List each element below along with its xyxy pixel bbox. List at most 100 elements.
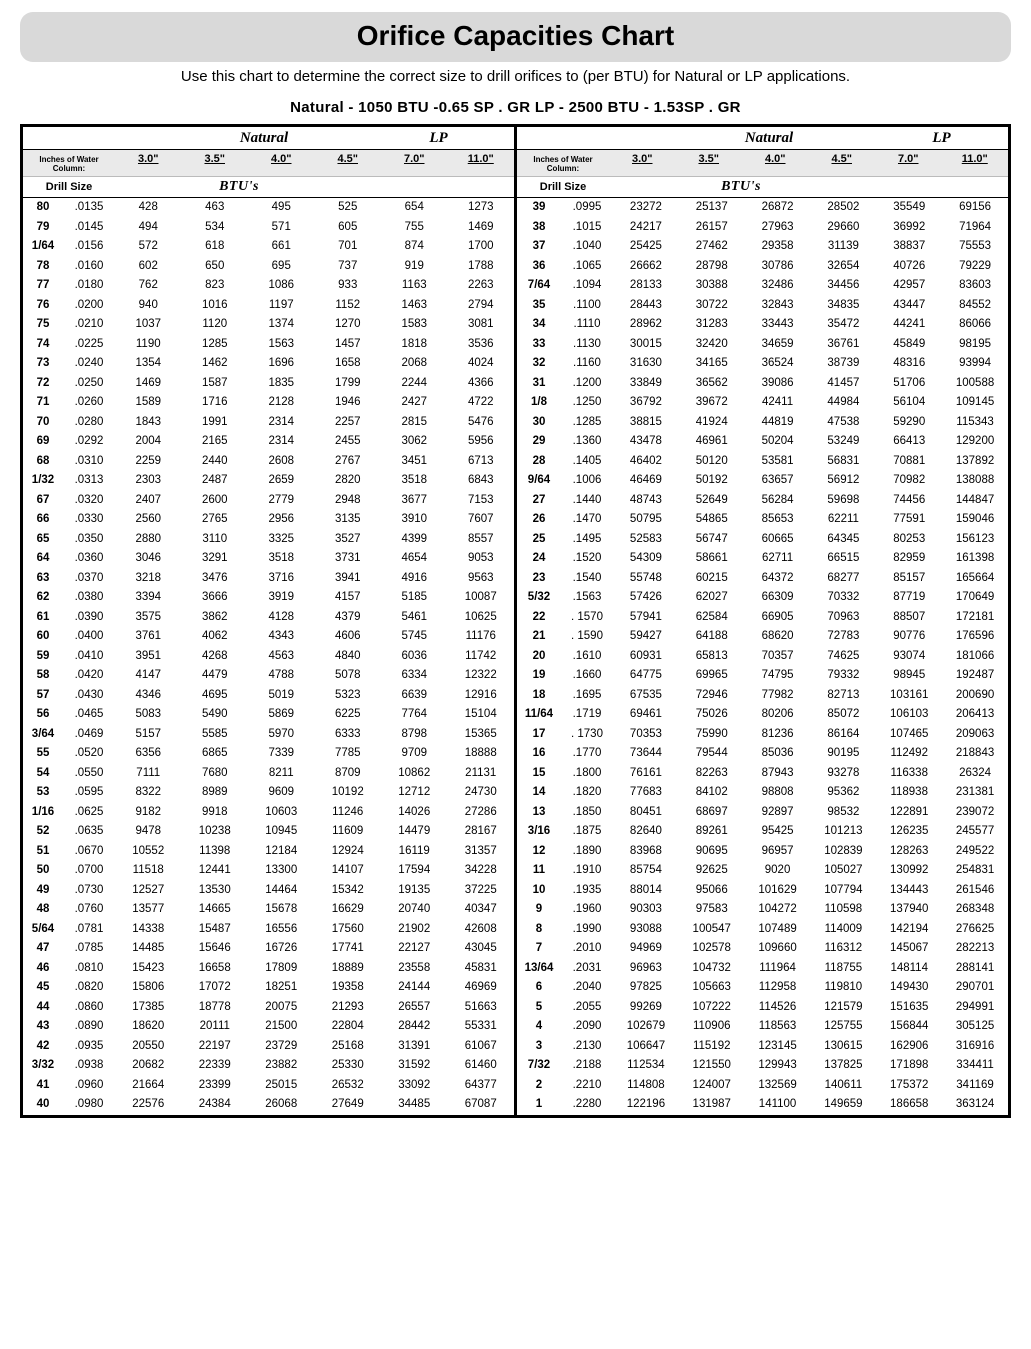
btu-value: 2165 xyxy=(182,432,249,452)
btu-value: 18888 xyxy=(448,744,515,764)
btu-value: 77982 xyxy=(745,686,811,706)
lp-heading: LP xyxy=(363,127,514,149)
btu-value: 111964 xyxy=(745,959,811,979)
drill-size: 56 xyxy=(23,705,63,725)
btu-value: 919 xyxy=(381,257,448,277)
drill-decimal: .2055 xyxy=(561,998,613,1018)
table-row: 19.16606477569965747957933298945192487 xyxy=(517,666,1008,686)
btu-value: 92897 xyxy=(745,803,811,823)
drill-size: 77 xyxy=(23,276,63,296)
btu-value: 5019 xyxy=(248,686,315,706)
drill-decimal: .1910 xyxy=(561,861,613,881)
btu-value: 42411 xyxy=(745,393,811,413)
table-row: 61.03903575386241284379546110625 xyxy=(23,608,514,628)
table-row: 44.0860173851877820075212932655751663 xyxy=(23,998,514,1018)
btu-value: 2560 xyxy=(115,510,182,530)
drill-decimal: .0820 xyxy=(63,978,115,998)
table-row: 11.191085754926259020105027130992254831 xyxy=(517,861,1008,881)
btu-value: 7764 xyxy=(381,705,448,725)
btu-value: 5083 xyxy=(115,705,182,725)
btu-value: 2455 xyxy=(315,432,382,452)
btu-value: 30722 xyxy=(679,296,745,316)
btu-value: 5585 xyxy=(182,725,249,745)
drill-decimal: .0410 xyxy=(63,647,115,667)
btu-value: 15423 xyxy=(115,959,182,979)
table-row: 60.04003761406243434606574511176 xyxy=(23,627,514,647)
drill-decimal: .0890 xyxy=(63,1017,115,1037)
drill-size: 23 xyxy=(517,569,561,589)
table-row: 45.0820158061707218251193582414446969 xyxy=(23,978,514,998)
table-row: 54.055071117680821187091086221131 xyxy=(23,764,514,784)
btu-value: 129943 xyxy=(745,1056,811,1076)
drill-size: 33 xyxy=(517,335,561,355)
btu-value: 3761 xyxy=(115,627,182,647)
btu-value: 2815 xyxy=(381,413,448,433)
btu-value: 70332 xyxy=(810,588,876,608)
btu-value: 4722 xyxy=(448,393,515,413)
btu-value: 341169 xyxy=(942,1076,1008,1096)
drill-size: 66 xyxy=(23,510,63,530)
btu-value: 1354 xyxy=(115,354,182,374)
btu-value: 98195 xyxy=(942,335,1008,355)
btu-value: 106647 xyxy=(613,1037,679,1057)
drill-size: 76 xyxy=(23,296,63,316)
btu-value: 137825 xyxy=(810,1056,876,1076)
drill-decimal: .1890 xyxy=(561,842,613,862)
table-row: 3.21301066471151921231451306151629063169… xyxy=(517,1037,1008,1057)
btu-value: 62584 xyxy=(679,608,745,628)
drill-decimal: .1520 xyxy=(561,549,613,569)
btu-value: 65813 xyxy=(679,647,745,667)
table-row: 64.0360304632913518373146549053 xyxy=(23,549,514,569)
drill-decimal: .0465 xyxy=(63,705,115,725)
btu-value: 525 xyxy=(315,198,382,218)
btu-value: 31357 xyxy=(448,842,515,862)
btu-value: 10625 xyxy=(448,608,515,628)
table-row: 33.1130300153242034659367614584998195 xyxy=(517,335,1008,355)
drill-decimal: .0550 xyxy=(63,764,115,784)
btu-value: 9709 xyxy=(381,744,448,764)
btu-value: 1163 xyxy=(381,276,448,296)
btu-value: 2407 xyxy=(115,491,182,511)
btu-value: 26662 xyxy=(613,257,679,277)
btu-value: 4399 xyxy=(381,530,448,550)
btu-value: 79332 xyxy=(810,666,876,686)
btu-value: 762 xyxy=(115,276,182,296)
btu-value: 2608 xyxy=(248,452,315,472)
btu-value: 71964 xyxy=(942,218,1008,238)
drill-size: 3 xyxy=(517,1037,561,1057)
btu-value: 44984 xyxy=(810,393,876,413)
btu-value: 18778 xyxy=(182,998,249,1018)
drill-decimal: .0938 xyxy=(63,1056,115,1076)
drill-decimal: .0995 xyxy=(561,198,613,218)
btu-value: 33092 xyxy=(381,1076,448,1096)
btu-value: 116312 xyxy=(810,939,876,959)
drill-size: 52 xyxy=(23,822,63,842)
btu-value: 110598 xyxy=(810,900,876,920)
btu-value: 15342 xyxy=(315,881,382,901)
btu-value: 43045 xyxy=(448,939,515,959)
btu-value: 16658 xyxy=(182,959,249,979)
drill-size: 3/32 xyxy=(23,1056,63,1076)
btu-value: 156123 xyxy=(942,530,1008,550)
btu-value: 1799 xyxy=(315,374,382,394)
table-row: 36.1065266622879830786326544072679229 xyxy=(517,257,1008,277)
drill-size: 31 xyxy=(517,374,561,394)
btu-value: 7680 xyxy=(182,764,249,784)
btu-value: 42608 xyxy=(448,920,515,940)
btu-value: 144847 xyxy=(942,491,1008,511)
btu-value: 3518 xyxy=(248,549,315,569)
btu-value: 62711 xyxy=(745,549,811,569)
btu-value: 6713 xyxy=(448,452,515,472)
btu-value: 27963 xyxy=(745,218,811,238)
btu-value: 50795 xyxy=(613,510,679,530)
drill-decimal: .1540 xyxy=(561,569,613,589)
btu-value: 288141 xyxy=(942,959,1008,979)
btu-value: 12322 xyxy=(448,666,515,686)
table-row: 49.0730125271353014464153421913537225 xyxy=(23,881,514,901)
drill-decimal: .0785 xyxy=(63,939,115,959)
drill-size: 71 xyxy=(23,393,63,413)
table-row: 38.1015242172615727963296603699271964 xyxy=(517,218,1008,238)
btu-value: 5869 xyxy=(248,705,315,725)
btu-value: 3716 xyxy=(248,569,315,589)
btu-value: 4346 xyxy=(115,686,182,706)
